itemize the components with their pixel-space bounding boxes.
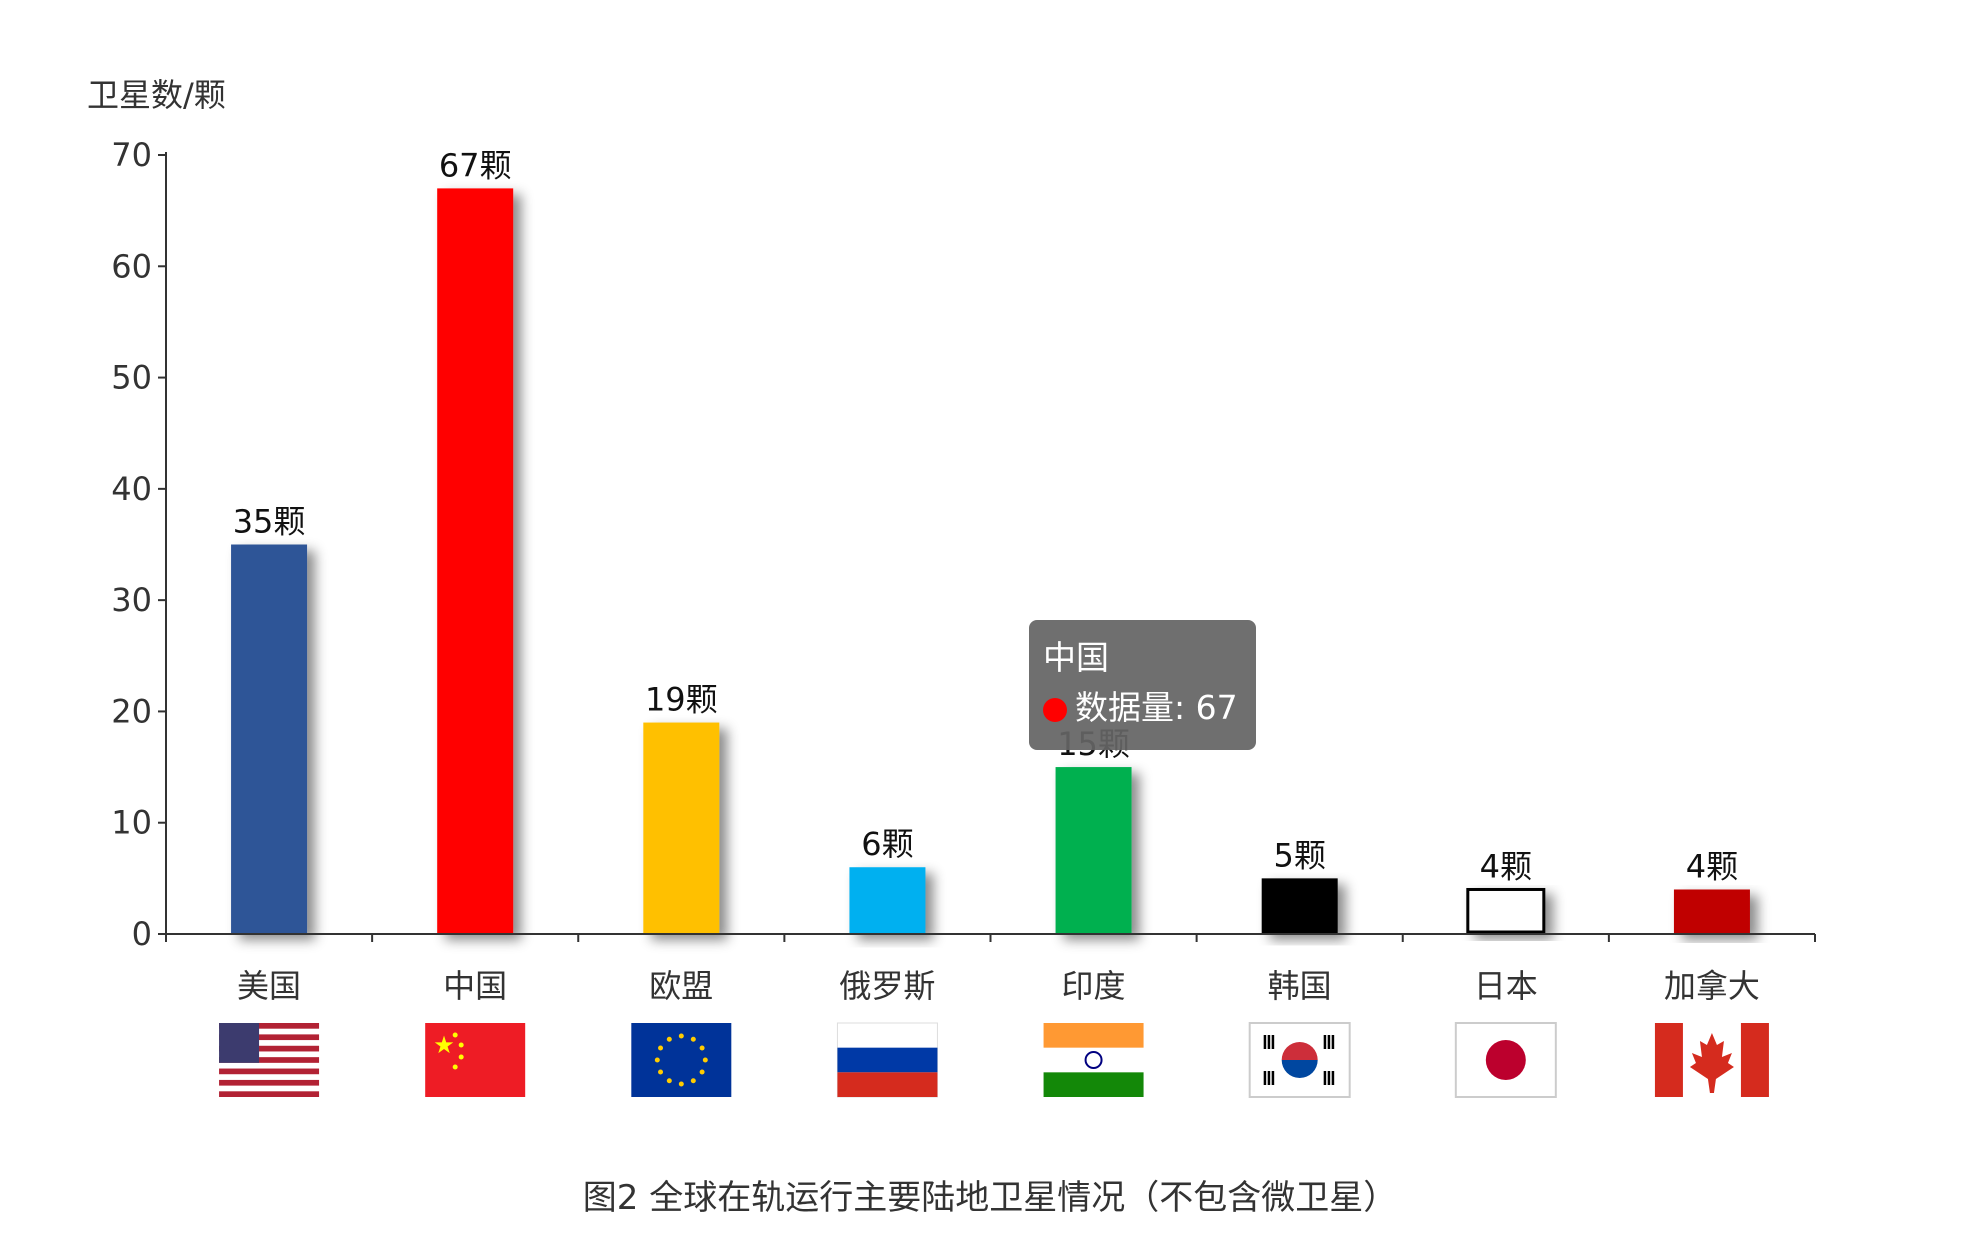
flags: ★ — [219, 1022, 1769, 1098]
flag-part — [837, 1047, 938, 1073]
eu-flag-icon — [631, 1023, 732, 1097]
star — [678, 1081, 684, 1087]
data-label: 4颗 — [1686, 847, 1738, 885]
star — [666, 1036, 672, 1042]
star — [458, 1042, 464, 1048]
data-label: 4颗 — [1480, 847, 1532, 885]
trigram — [1267, 1035, 1271, 1049]
russia-flag-icon — [836, 1022, 938, 1098]
star — [678, 1033, 684, 1039]
y-tick-label: 40 — [111, 470, 152, 508]
y-tick-label: 20 — [111, 692, 152, 730]
category-label: 加拿大 — [1664, 967, 1760, 1005]
flag-part — [1654, 1023, 1683, 1097]
trigram — [1331, 1035, 1335, 1049]
taegeuk — [1281, 1060, 1318, 1078]
y-tick-label: 10 — [111, 804, 152, 842]
x-axis: 美国 中国 欧盟 俄罗斯 印度 韩国 日本 加拿大 — [165, 933, 1816, 1005]
flag-part — [425, 1023, 526, 1097]
korea-flag-icon — [1248, 1022, 1351, 1098]
maple-leaf — [1689, 1033, 1734, 1093]
trigram — [1323, 1071, 1327, 1085]
data-label: 67颗 — [439, 146, 512, 184]
y-tick-label: 70 — [111, 136, 152, 174]
flag-part — [219, 1034, 320, 1041]
data-label: 35颗 — [233, 503, 306, 541]
trigram — [1327, 1035, 1331, 1049]
flag-part — [1740, 1023, 1769, 1097]
flag-part — [219, 1091, 320, 1097]
tooltip: 中国 数据量: 67 — [1029, 620, 1256, 750]
bar-5 — [1261, 878, 1338, 934]
star — [699, 1069, 705, 1075]
star — [690, 1078, 696, 1084]
figure-caption: 图2 全球在轨运行主要陆地卫星情况（不包含微卫星） — [582, 1178, 1398, 1218]
flag-part — [1043, 1023, 1144, 1048]
trigram — [1267, 1071, 1271, 1085]
category-label: 中国 — [443, 967, 507, 1005]
star — [699, 1045, 705, 1051]
bars: 35颗67颗19颗6颗15颗5颗4颗4颗 — [231, 146, 1750, 934]
y-axis: 0 10 20 30 40 50 60 70 — [111, 136, 167, 953]
category-label: 印度 — [1062, 967, 1126, 1005]
trigram — [1271, 1071, 1275, 1085]
flag-part — [219, 1023, 260, 1063]
japan-flag-icon — [1454, 1022, 1557, 1098]
category-label: 韩国 — [1268, 967, 1332, 1005]
flag-part — [219, 1079, 320, 1086]
bar-4 — [1055, 767, 1132, 934]
bar-0 — [231, 544, 308, 934]
flag-part — [219, 1023, 320, 1029]
star — [458, 1054, 464, 1060]
category-label: 日本 — [1474, 967, 1538, 1005]
tooltip-row: 数据量: 67 — [1075, 688, 1238, 727]
tooltip-marker — [1043, 697, 1067, 722]
star — [666, 1078, 672, 1084]
data-label: 6颗 — [861, 825, 913, 863]
data-label: 5颗 — [1274, 836, 1326, 874]
star — [654, 1057, 660, 1063]
bar-7 — [1673, 889, 1750, 934]
star — [702, 1057, 708, 1063]
y-tick-label: 30 — [111, 581, 152, 619]
flag-part — [219, 1057, 320, 1063]
y-tick-label: 60 — [111, 247, 152, 285]
tooltip-title: 中国 — [1043, 638, 1109, 677]
canada-flag-icon — [1654, 1023, 1769, 1097]
category-label: 俄罗斯 — [839, 967, 935, 1005]
star — [452, 1064, 458, 1070]
flag-part — [219, 1068, 320, 1075]
flag-part — [1043, 1072, 1144, 1097]
star — [452, 1032, 458, 1038]
china-flag-icon: ★ — [425, 1023, 526, 1097]
bar-1 — [437, 188, 514, 934]
bar-2 — [643, 722, 720, 934]
usa-flag-icon — [219, 1023, 320, 1097]
y-axis-title: 卫星数/颗 — [87, 76, 226, 114]
flag-part — [219, 1045, 320, 1052]
chakra — [1084, 1051, 1103, 1069]
sun — [1485, 1040, 1526, 1080]
trigram — [1271, 1035, 1275, 1049]
star — [658, 1045, 664, 1051]
y-tick-label: 0 — [132, 915, 152, 953]
bar-6 — [1466, 887, 1546, 934]
taegeuk — [1281, 1042, 1318, 1060]
trigram — [1263, 1071, 1267, 1085]
data-label: 19颗 — [645, 681, 718, 719]
trigram — [1323, 1035, 1327, 1049]
trigram — [1327, 1071, 1331, 1085]
y-tick-label: 50 — [111, 359, 152, 397]
india-flag-icon — [1043, 1023, 1144, 1097]
star — [658, 1069, 664, 1075]
category-label: 美国 — [237, 967, 301, 1005]
star — [690, 1036, 696, 1042]
bar-3 — [849, 867, 926, 934]
star: ★ — [433, 1031, 455, 1059]
flag-part — [837, 1072, 938, 1097]
trigram — [1331, 1071, 1335, 1085]
trigram — [1263, 1035, 1267, 1049]
category-label: 欧盟 — [649, 967, 713, 1005]
